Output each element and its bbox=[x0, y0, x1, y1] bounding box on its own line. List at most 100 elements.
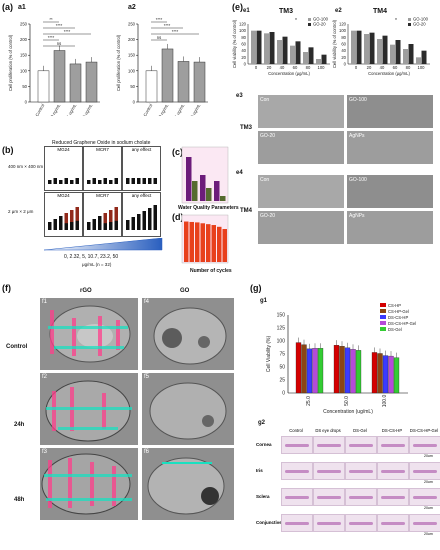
em-f5-tag: f5 bbox=[144, 374, 150, 380]
bar bbox=[269, 32, 275, 64]
bar bbox=[126, 220, 130, 230]
bar bbox=[390, 44, 395, 64]
em-f5: f5 bbox=[142, 373, 234, 445]
bar bbox=[295, 41, 301, 64]
bar bbox=[59, 180, 63, 184]
bar bbox=[137, 178, 141, 184]
bar bbox=[290, 45, 295, 64]
y-tick-label: 20 bbox=[241, 55, 246, 60]
bar bbox=[53, 50, 66, 103]
bar bbox=[189, 221, 194, 262]
bar bbox=[206, 224, 211, 262]
bar bbox=[92, 219, 96, 230]
bar bbox=[131, 217, 135, 230]
micrograph-cell: AgNPs bbox=[347, 211, 433, 244]
sig-label: ** bbox=[49, 17, 53, 22]
bar bbox=[369, 32, 375, 64]
bar bbox=[371, 352, 378, 394]
micrograph-label: AgNPs bbox=[349, 213, 365, 219]
y-tick-label: 200 bbox=[128, 37, 136, 42]
panel-b-grid: MG24 MCR7 any effect MG24 MCR7 any effect bbox=[44, 146, 162, 238]
panel-b-col-label: any effect bbox=[131, 193, 152, 198]
micrograph-cell: GO-20 bbox=[258, 211, 344, 244]
panel-e4-grid: Con GO-100 GO-20 AgNPs bbox=[258, 175, 434, 245]
sig-label: **** bbox=[156, 17, 163, 22]
g2-tissue-image bbox=[281, 436, 313, 454]
panel-b-col-label: MG24 bbox=[57, 147, 70, 152]
bar bbox=[92, 178, 96, 184]
panel-e4-label: e4 bbox=[236, 170, 243, 176]
g2-tissue-image bbox=[377, 436, 409, 454]
sig-label: **** bbox=[56, 23, 63, 28]
panel-b-bars bbox=[87, 178, 118, 184]
bar bbox=[193, 61, 206, 103]
y-tick-label: 60 bbox=[241, 42, 246, 47]
panel-f-col1: rGO bbox=[80, 288, 92, 294]
x-axis-label: Concentration (ug/mL) bbox=[323, 409, 373, 415]
bar bbox=[75, 178, 79, 184]
bar bbox=[131, 178, 135, 184]
bar bbox=[217, 226, 222, 262]
bar-highlight bbox=[64, 213, 68, 224]
y-tick-label: 75 bbox=[279, 352, 285, 358]
bar bbox=[142, 211, 146, 230]
bar bbox=[59, 216, 63, 230]
bar bbox=[153, 205, 157, 230]
g2-scale-bar: 20um bbox=[424, 506, 433, 510]
g2-tissue-image bbox=[345, 436, 377, 454]
bar bbox=[382, 35, 388, 64]
legend-label: DS-CS-HP bbox=[388, 315, 408, 320]
y-tick-label: 150 bbox=[277, 313, 286, 319]
panel-b-label: (b) bbox=[2, 145, 14, 155]
y-tick-label: 120 bbox=[339, 22, 347, 27]
bar bbox=[37, 70, 50, 103]
panel-b-row1: 400 nm × 400 nm bbox=[8, 164, 44, 169]
y-tick-label: 250 bbox=[128, 22, 136, 27]
bar bbox=[295, 342, 302, 394]
y-axis-label: Cell Viability (%) bbox=[266, 336, 272, 373]
x-tick-label: Control bbox=[142, 103, 153, 116]
x-tick-label: 0 bbox=[255, 65, 258, 70]
panel-b-gradient bbox=[44, 238, 163, 251]
star-label: * bbox=[295, 18, 297, 24]
micrograph-label: Con bbox=[260, 97, 270, 103]
chart-g1: 0 25 50 75 100 125 150 Cell Viability (%) 25.0 50… bbox=[266, 303, 416, 415]
panel-b-col-label: MG24 bbox=[57, 193, 70, 198]
panel-b-col-label: MCR7 bbox=[96, 193, 109, 198]
micrograph-label: GO-100 bbox=[349, 97, 367, 103]
panel-b-col-label: any effect bbox=[131, 147, 152, 152]
y-tick-label: 50 bbox=[22, 84, 27, 89]
bar bbox=[364, 34, 369, 64]
y-tick-label: 0 bbox=[25, 100, 28, 105]
bar bbox=[200, 175, 206, 201]
bar bbox=[393, 357, 400, 394]
x-tick-label: 100 bbox=[318, 65, 326, 70]
y-tick-label: 60 bbox=[341, 42, 346, 47]
x-tick-label: 100.0 bbox=[382, 395, 388, 408]
chart-d bbox=[181, 214, 229, 264]
g2-col-header: DS-Gel bbox=[353, 428, 367, 433]
micrograph-cell: GO-100 bbox=[347, 175, 433, 208]
sig-label: **** bbox=[164, 23, 171, 28]
bar-highlight bbox=[109, 210, 113, 222]
panel-e2-label: e2 bbox=[335, 8, 342, 14]
bar bbox=[317, 348, 324, 394]
bar-highlight bbox=[114, 207, 118, 221]
panel-c-caption: Water Quality Parameters bbox=[178, 205, 239, 211]
bar bbox=[308, 47, 314, 64]
panel-e1-label: e1 bbox=[243, 8, 250, 14]
legend-swatch bbox=[380, 315, 386, 319]
g2-tissue-image bbox=[345, 488, 377, 506]
legend-swatch bbox=[408, 23, 411, 26]
g2-col-header: DS-CS-HP bbox=[381, 428, 403, 433]
star-label: * bbox=[395, 18, 397, 24]
g2-row-label: Conjunctive bbox=[256, 520, 282, 525]
panel-f-row3: 48h bbox=[14, 497, 25, 503]
bar bbox=[137, 214, 141, 230]
bar bbox=[316, 59, 321, 64]
panel-b-bars bbox=[48, 207, 79, 230]
g2-tissue-image bbox=[345, 514, 377, 532]
y-tick-label: 150 bbox=[128, 53, 136, 58]
bar bbox=[344, 347, 351, 394]
